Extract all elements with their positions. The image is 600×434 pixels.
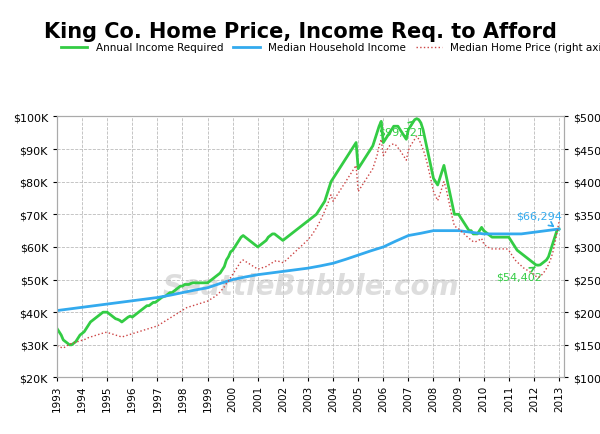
Text: $99,321: $99,321 [378,122,424,137]
Legend: Annual Income Required, Median Household Income, Median Home Price (right axis): Annual Income Required, Median Household… [57,39,600,57]
Text: SeattleBubble.com: SeattleBubble.com [162,273,459,300]
Text: $66,294: $66,294 [517,211,562,227]
Text: $54,402: $54,402 [496,267,542,282]
Text: King Co. Home Price, Income Req. to Afford: King Co. Home Price, Income Req. to Affo… [44,22,556,42]
